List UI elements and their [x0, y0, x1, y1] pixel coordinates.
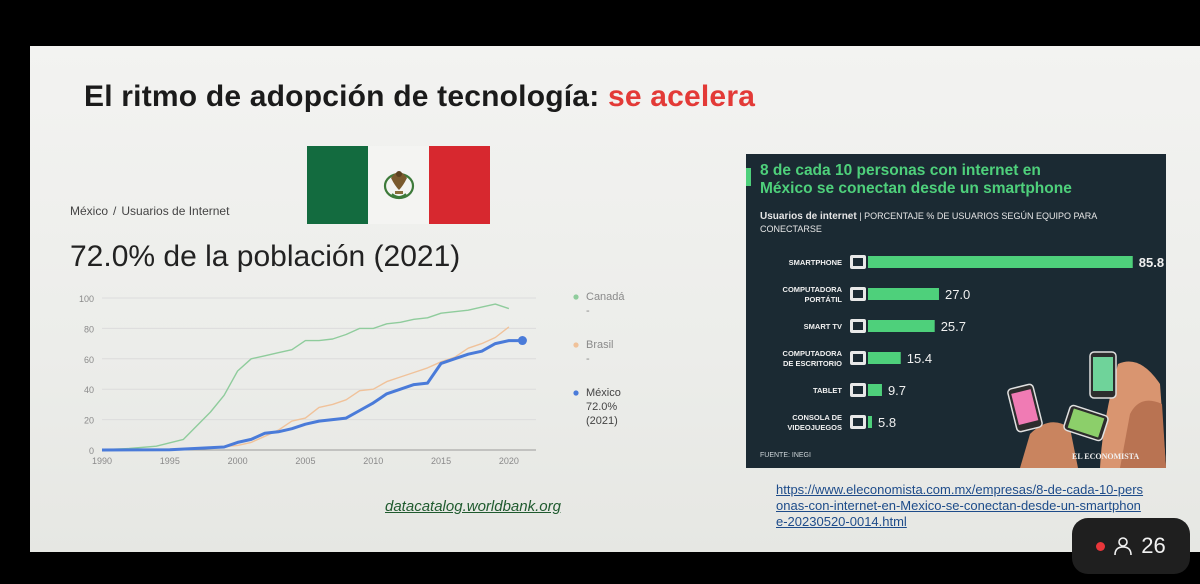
breadcrumb-country: México: [70, 204, 109, 218]
legend-entry-text: -: [586, 353, 590, 365]
device-icon-screen: [853, 290, 863, 298]
x-tick-label: 2000: [228, 456, 248, 466]
breadcrumb-indicator: Usuarios de Internet: [121, 204, 230, 218]
population-stat: 72.0% de la población (2021): [70, 240, 461, 273]
bar-category-label: CONSOLA DE: [792, 413, 842, 422]
internet-users-line-chart: 0 20 40 60 80 100 1990 1995 2000 2005 2010 2015 2020…: [79, 291, 625, 466]
subtitle-rest: PORCENTAJE % DE USUARIOS SEGÚN EQUIPO PA…: [760, 211, 1097, 234]
bar-category-label: SMART TV: [804, 322, 842, 331]
device-icon-screen: [853, 258, 863, 266]
bar-category-label: DE ESCRITORIO: [783, 359, 842, 368]
bar-value-label: 15.4: [907, 351, 932, 366]
mexico-flag-image: [307, 146, 490, 224]
presentation-slide: El ritmo de adopción de tecnología: se a…: [30, 46, 1200, 552]
y-tick-label: 60: [84, 355, 94, 365]
y-tick-label: 100: [79, 294, 94, 304]
participant-count: 26: [1141, 533, 1166, 558]
bar-1: [868, 288, 939, 300]
y-tick-label: 20: [84, 416, 94, 426]
x-tick-label: 2015: [431, 456, 451, 466]
bar-category-label: VIDEOJUEGOS: [787, 423, 842, 432]
x-tick-label: 1990: [92, 456, 112, 466]
slide-title: El ritmo de adopción de tecnología: se a…: [84, 80, 755, 114]
title-colon: :: [589, 80, 600, 113]
legend-entry-text: -: [586, 305, 590, 317]
series-line-0: [101, 303, 510, 451]
bar-value-label: 27.0: [945, 287, 970, 302]
x-tick-label: 2020: [499, 456, 519, 466]
bar-category-label: TABLET: [813, 386, 842, 395]
legend-dot: [573, 294, 579, 300]
mexico-endpoint-marker: [517, 336, 527, 346]
economista-brand-logo: EL ECONOMISTA: [1072, 452, 1140, 461]
x-tick-label: 1995: [160, 456, 180, 466]
breadcrumb-separator: /: [113, 204, 117, 218]
bar-2: [868, 320, 935, 332]
legend-entry-text: Brasil: [586, 339, 614, 351]
legend-entry-text: 72.0%: [586, 401, 617, 413]
bar-category-label: PORTÁTIL: [805, 295, 843, 304]
infographic-source: FUENTE: INEGI: [760, 452, 811, 459]
infographic-headline: 8 de cada 10 personas con internet en Mé…: [746, 162, 1072, 198]
bar-4: [868, 384, 882, 396]
headline-line-1: 8 de cada 10 personas con internet en: [760, 162, 1041, 179]
bar-0: [868, 256, 1133, 268]
economista-infographic: 8 de cada 10 personas con internet en Mé…: [746, 154, 1166, 468]
participants-counter[interactable]: 26: [1072, 518, 1190, 574]
hands-with-phones-illustration: [1007, 351, 1166, 468]
worldbank-source-link[interactable]: datacatalog.worldbank.org: [385, 498, 561, 515]
bar-5: [868, 416, 872, 428]
legend-entry-text: (2021): [586, 415, 618, 427]
breadcrumb: México / Usuarios de Internet: [70, 204, 229, 218]
legend-dot: [573, 342, 579, 348]
device-icon-screen: [853, 322, 863, 330]
economista-article-link[interactable]: https://www.eleconomista.com.mx/empresas…: [776, 482, 1144, 529]
title-accent: se acelera: [607, 80, 756, 113]
series-line-1: [101, 326, 510, 451]
bar-3: [868, 352, 901, 364]
bar-category-label: COMPUTADORA: [783, 285, 843, 294]
bar-category-label: SMARTPHONE: [789, 258, 842, 267]
person-icon: [1114, 537, 1133, 556]
series-line-2: [101, 339, 523, 452]
bar-category-label: COMPUTADORA: [783, 349, 843, 358]
y-tick-label: 40: [84, 385, 94, 395]
legend-entry-text: México: [586, 387, 621, 399]
recording-indicator-icon: [1096, 541, 1106, 551]
subtitle-sep: |: [859, 211, 862, 221]
bar-value-label: 85.8: [1139, 255, 1164, 270]
bar-value-label: 9.7: [888, 383, 906, 398]
title-main: El ritmo de adopción de tecnología: [84, 80, 590, 113]
subtitle-bold: Usuarios de internet: [760, 211, 857, 222]
headline-line-2: México se conectan desde un smartphone: [760, 180, 1072, 197]
infographic-subtitle: Usuarios de internet | PORCENTAJE % DE U…: [760, 210, 1140, 235]
device-icon-screen: [853, 386, 863, 394]
bar-value-label: 5.8: [878, 415, 896, 430]
device-icon-screen: [853, 354, 863, 362]
eagle-emblem-icon: [383, 171, 415, 200]
x-tick-label: 2010: [363, 456, 383, 466]
bar-value-label: 25.7: [941, 319, 966, 334]
device-icon-screen: [853, 418, 863, 426]
y-tick-label: 80: [84, 324, 94, 334]
legend-entry-text: Canadá: [586, 291, 625, 303]
x-tick-label: 2005: [295, 456, 315, 466]
y-tick-label: 0: [89, 446, 94, 456]
legend-dot: [573, 390, 579, 396]
